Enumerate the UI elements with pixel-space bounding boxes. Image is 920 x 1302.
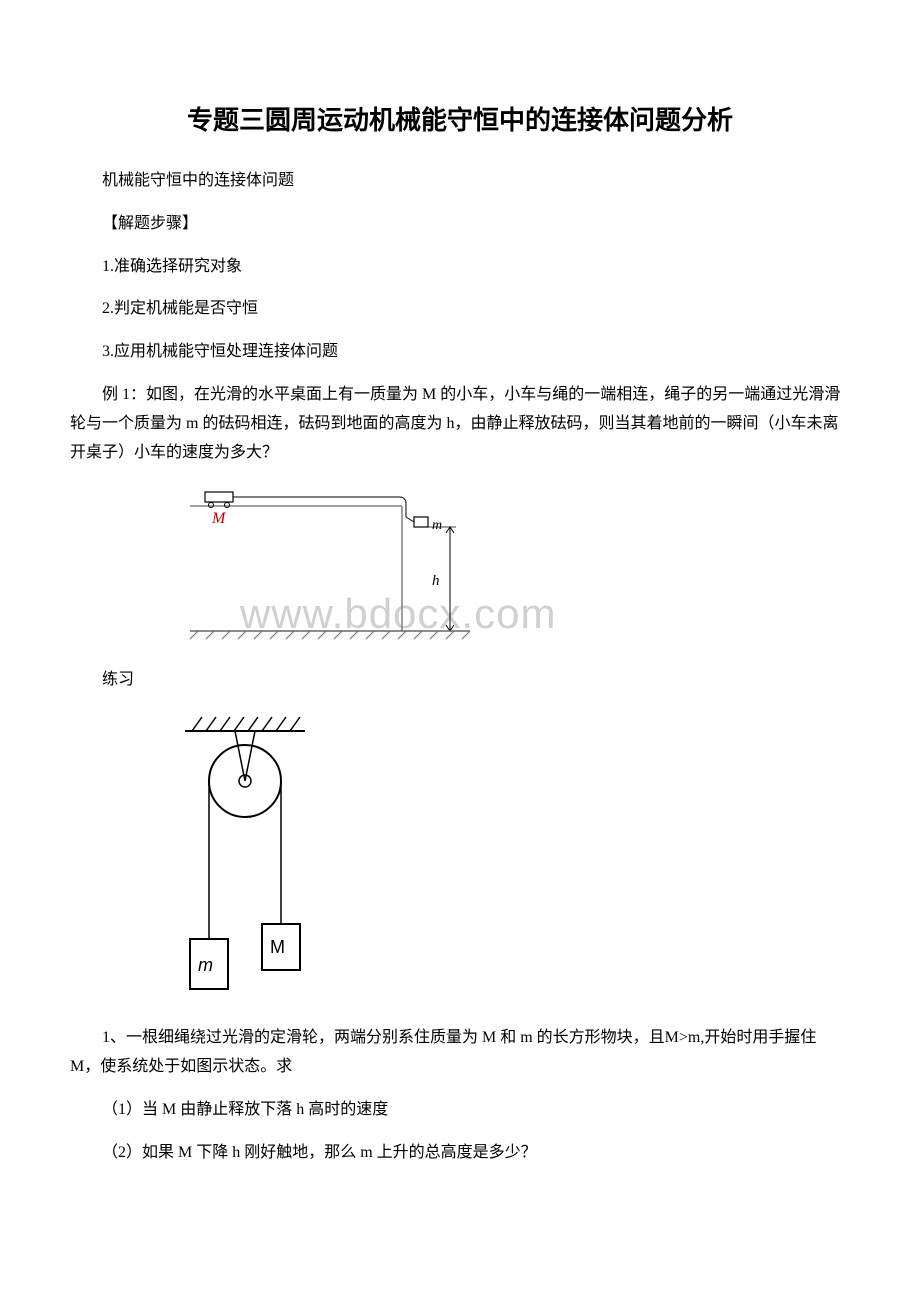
label-box-M: M [270, 937, 285, 957]
problem-1-q2: （2）如果 M 下降 h 刚好触地，那么 m 上升的总高度是多少？ [70, 1139, 850, 1168]
label-box-m: m [198, 955, 213, 975]
problem-1-q1: （1）当 M 由静止释放下落 h 高时的速度 [70, 1096, 850, 1125]
label-M: M [211, 510, 227, 527]
label-h: h [432, 573, 440, 589]
step-1: 1.准确选择研究对象 [70, 253, 850, 282]
label-m: m [432, 518, 442, 533]
example-1-text: 例 1：如图，在光滑的水平桌面上有一质量为 M 的小车，小车与绳的一端相连，绳子… [70, 381, 850, 467]
step-2: 2.判定机械能是否守恒 [70, 295, 850, 324]
page-title: 专题三圆周运动机械能守恒中的连接体问题分析 [70, 100, 850, 137]
paragraph-steps-heading: 【解题步骤】 [70, 210, 850, 239]
practice-heading: 练习 [70, 666, 850, 695]
step-3: 3.应用机械能守恒处理连接体问题 [70, 338, 850, 367]
figure-2-diagram: m M [170, 709, 850, 1004]
figure-1-diagram: M m h [170, 481, 850, 656]
paragraph-intro: 机械能守恒中的连接体问题 [70, 167, 850, 196]
problem-1-text: 1、一根细绳绕过光滑的定滑轮，两端分别系住质量为 M 和 m 的长方形物块，且M… [70, 1024, 850, 1082]
